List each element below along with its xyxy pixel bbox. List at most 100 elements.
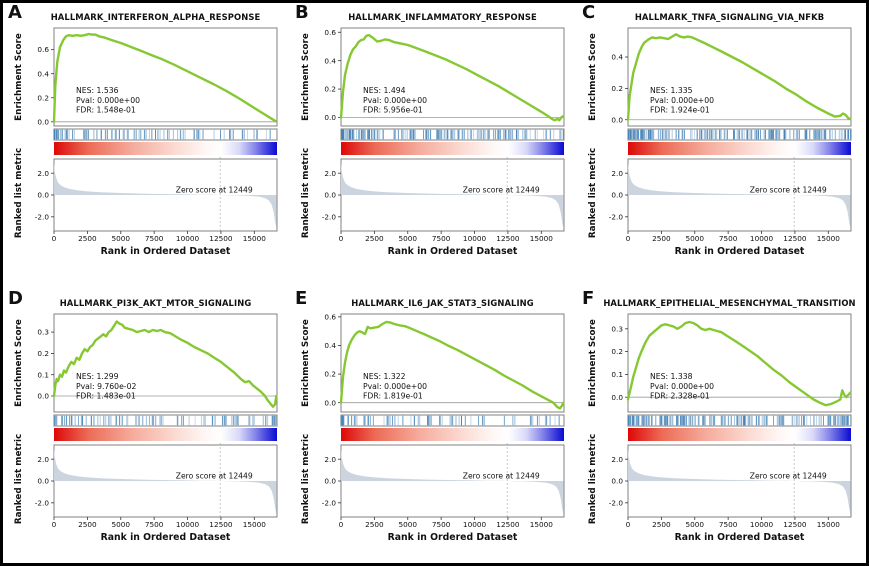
x-tick-label: 15000	[530, 520, 554, 529]
zero-score-label: Zero score at 12449	[463, 472, 540, 481]
stats-line: NES: 1.338	[650, 372, 693, 381]
panel-title: HALLMARK_TNFA_SIGNALING_VIA_NFKB	[634, 12, 825, 22]
x-tick-label: 7500	[145, 520, 164, 529]
panel-letter: E	[295, 288, 308, 309]
x-tick-label: 10000	[750, 520, 774, 529]
es-y-tick-label: 0.1	[37, 370, 49, 379]
stats-line: NES: 1.494	[363, 86, 406, 95]
es-y-tick-label: 0.0	[37, 117, 49, 126]
x-tick-label: 2500	[652, 234, 671, 243]
x-tick-label: 15000	[243, 234, 267, 243]
panel-letter: C	[582, 2, 596, 23]
metric-y-tick-label: 2.0	[611, 169, 623, 178]
x-tick-label: 5000	[398, 234, 417, 243]
zero-score-label: Zero score at 12449	[176, 472, 253, 481]
es-y-tick-label: 0.0	[324, 398, 336, 407]
x-tick-label: 7500	[432, 234, 451, 243]
x-tick-label: 15000	[243, 520, 267, 529]
metric-y-tick-label: -2.0	[35, 498, 50, 507]
metric-y-axis-label: Ranked list metric	[301, 148, 311, 238]
metric-y-tick-label: 0.0	[37, 191, 49, 200]
x-tick-label: 2500	[78, 520, 97, 529]
x-tick-label: 5000	[685, 520, 704, 529]
rank-gradient-bar	[341, 428, 564, 441]
es-y-tick-label: 0.6	[324, 312, 336, 321]
es-y-tick-label: 0.1	[611, 370, 623, 379]
metric-y-tick-label: 2.0	[37, 455, 49, 464]
metric-y-tick-label: 2.0	[324, 169, 336, 178]
hits-strip-frame	[53, 128, 278, 141]
x-tick-label: 12500	[783, 234, 807, 243]
enrichment-curve	[626, 320, 852, 407]
es-y-axis-label: Enrichment Score	[588, 319, 598, 407]
stats-line: Pval: 0.000e+00	[76, 96, 140, 105]
metric-y-tick-label: -2.0	[322, 498, 337, 507]
x-tick-label: 12500	[209, 520, 233, 529]
rank-gradient-bar	[54, 428, 277, 441]
stats-line: FDR: 5.956e-01	[363, 106, 423, 115]
x-axis-label: Rank in Ordered Dataset	[675, 246, 805, 257]
enrichment-curve	[339, 320, 565, 410]
panel-letter: A	[8, 2, 22, 23]
metric-y-tick-label: 0.0	[37, 477, 49, 486]
x-axis-label: Rank in Ordered Dataset	[101, 532, 231, 543]
x-tick-label: 12500	[496, 234, 520, 243]
metric-y-tick-label: -2.0	[322, 212, 337, 221]
metric-y-axis-label: Ranked list metric	[14, 434, 24, 524]
rank-gradient-bar	[341, 142, 564, 155]
metric-area	[341, 448, 564, 514]
enrichment-curve	[52, 320, 278, 408]
metric-y-tick-label: 2.0	[324, 455, 336, 464]
es-plot-frame	[627, 313, 852, 413]
metric-y-tick-label: -2.0	[609, 212, 624, 221]
metric-y-tick-label: 2.0	[611, 455, 623, 464]
x-tick-label: 2500	[365, 234, 384, 243]
metric-area	[628, 448, 851, 514]
stats-line: FDR: 1.819e-01	[363, 392, 423, 401]
enrichment-curve	[626, 33, 852, 121]
x-axis-label: Rank in Ordered Dataset	[101, 246, 231, 257]
x-tick-label: 7500	[432, 520, 451, 529]
x-tick-label: 10000	[463, 234, 487, 243]
x-axis-label: Rank in Ordered Dataset	[388, 532, 518, 543]
es-y-tick-label: 0.2	[324, 370, 336, 379]
x-tick-label: 7500	[145, 234, 164, 243]
es-y-tick-label: 0.2	[611, 347, 623, 356]
es-y-tick-label: 0.0	[324, 113, 336, 122]
x-axis-label: Rank in Ordered Dataset	[675, 532, 805, 543]
es-y-tick-label: 0.4	[611, 53, 623, 62]
es-y-axis-label: Enrichment Score	[14, 33, 24, 121]
panel-grid: A HALLMARK_INTERFERON_ALPHA_RESPONSE 0.0…	[3, 3, 866, 559]
es-plot-frame	[53, 27, 278, 127]
es-y-tick-label: 0.0	[37, 392, 49, 401]
x-tick-label: 2500	[78, 234, 97, 243]
x-tick-label: 10000	[750, 234, 774, 243]
gsea-panel: D HALLMARK_PI3K_AKT_MTOR_SIGNALING 0.0 0.…	[8, 290, 286, 553]
metric-area	[628, 162, 851, 228]
gsea-panel: F HALLMARK_EPITHELIAL_MESENCHYMAL_TRANSI…	[582, 290, 860, 553]
gsea-panel: C HALLMARK_TNFA_SIGNALING_VIA_NFKB 0.0 0.…	[582, 4, 860, 267]
x-tick-label: 5000	[111, 520, 130, 529]
es-y-tick-label: 0.4	[324, 341, 336, 350]
x-tick-label: 0	[339, 520, 344, 529]
stats-line: Pval: 0.000e+00	[650, 382, 714, 391]
es-y-tick-label: 0.0	[611, 393, 623, 402]
x-tick-label: 10000	[463, 520, 487, 529]
stats-line: NES: 1.536	[76, 86, 119, 95]
stats-line: Pval: 0.000e+00	[650, 96, 714, 105]
metric-y-axis-label: Ranked list metric	[14, 148, 24, 238]
stats-line: NES: 1.335	[650, 86, 693, 95]
rank-gradient-bar	[628, 428, 851, 441]
x-tick-label: 2500	[652, 520, 671, 529]
es-plot-frame	[627, 27, 852, 127]
metric-area	[341, 162, 564, 228]
stats-line: FDR: 1.483e-01	[76, 392, 136, 401]
stats-line: NES: 1.322	[363, 372, 406, 381]
metric-y-tick-label: -2.0	[609, 498, 624, 507]
gsea-panel: A HALLMARK_INTERFERON_ALPHA_RESPONSE 0.0…	[8, 4, 286, 267]
es-y-tick-label: 0.4	[324, 56, 336, 65]
